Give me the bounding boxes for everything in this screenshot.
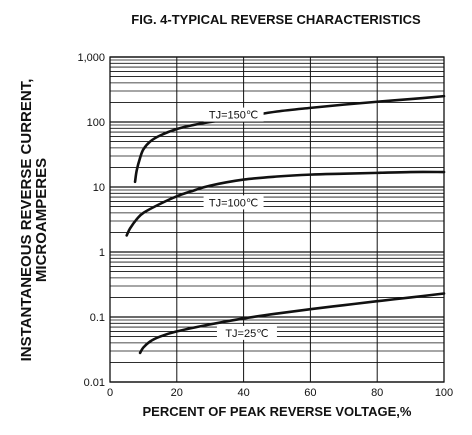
y-tick-labels: 0.01 0.1 1 10 100 1,000 — [77, 52, 105, 389]
series-label: TJ=150℃ — [209, 110, 258, 122]
x-axis-label: PERCENT OF PEAK REVERSE VOLTAGE,% — [143, 404, 412, 419]
y-tick-label: 100 — [87, 117, 105, 129]
x-tick-label: 0 — [107, 387, 113, 399]
grid-lines — [109, 56, 445, 383]
series-label-background — [203, 107, 264, 122]
curves: TJ=150℃ TJ=100℃ TJ=25℃ — [125, 94, 446, 355]
plot-area: TJ=150℃ TJ=100℃ TJ=25℃ — [109, 56, 446, 383]
series-curve — [138, 292, 446, 355]
series-curve — [125, 170, 446, 237]
series-label-background — [216, 325, 277, 340]
x-tick-label: 20 — [171, 387, 183, 399]
y-axis-label-line2: MICROAMPERES — [33, 158, 50, 282]
series-label: TJ=100℃ — [209, 197, 258, 209]
chart-title: FIG. 4-TYPICAL REVERSE CHARACTERISTICS — [131, 12, 421, 27]
series-curve — [133, 94, 446, 184]
y-tick-label: 1 — [99, 247, 105, 259]
plot-frame — [109, 56, 445, 383]
y-tick-label: 10 — [93, 182, 105, 194]
y-axis-label-line1: INSTANTANEOUS REVERSE CURRENT, — [18, 79, 35, 362]
x-tick-label: 40 — [237, 387, 249, 399]
y-tick-label: 0.01 — [84, 377, 105, 389]
y-tick-label: 0.1 — [90, 312, 105, 324]
x-tick-label: 80 — [371, 387, 383, 399]
series-label-background — [203, 195, 264, 210]
x-tick-label: 100 — [435, 387, 453, 399]
y-tick-label: 1,000 — [77, 52, 105, 64]
x-tick-labels: 0 20 40 60 80 100 — [107, 387, 453, 399]
x-tick-label: 60 — [304, 387, 316, 399]
series-label: TJ=25℃ — [225, 328, 268, 340]
